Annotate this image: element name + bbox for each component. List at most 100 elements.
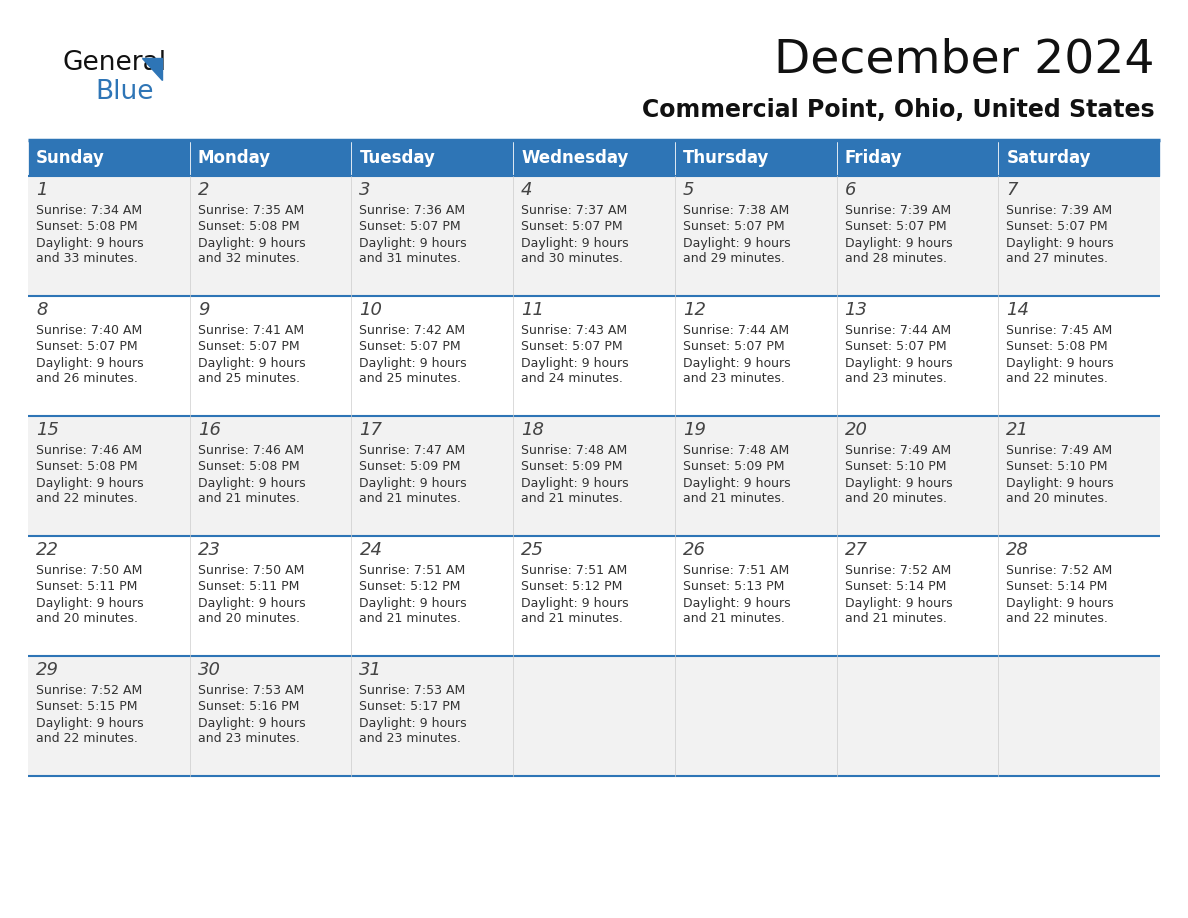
Text: 18: 18 xyxy=(522,421,544,439)
Text: 22: 22 xyxy=(36,541,59,559)
Text: Sunset: 5:07 PM: Sunset: 5:07 PM xyxy=(197,341,299,353)
Text: Sunrise: 7:52 AM: Sunrise: 7:52 AM xyxy=(1006,565,1112,577)
Text: Thursday: Thursday xyxy=(683,149,770,167)
Text: Sunset: 5:08 PM: Sunset: 5:08 PM xyxy=(197,461,299,474)
Text: Daylight: 9 hours: Daylight: 9 hours xyxy=(360,237,467,250)
Text: 29: 29 xyxy=(36,661,59,679)
Text: Sunrise: 7:38 AM: Sunrise: 7:38 AM xyxy=(683,205,789,218)
Text: Daylight: 9 hours: Daylight: 9 hours xyxy=(683,356,790,370)
Text: Sunrise: 7:51 AM: Sunrise: 7:51 AM xyxy=(683,565,789,577)
Text: and 27 minutes.: and 27 minutes. xyxy=(1006,252,1108,265)
Text: Daylight: 9 hours: Daylight: 9 hours xyxy=(36,237,144,250)
Text: 24: 24 xyxy=(360,541,383,559)
Text: Friday: Friday xyxy=(845,149,902,167)
Text: and 23 minutes.: and 23 minutes. xyxy=(197,733,299,745)
Text: Sunrise: 7:36 AM: Sunrise: 7:36 AM xyxy=(360,205,466,218)
Text: December 2024: December 2024 xyxy=(775,38,1155,83)
Text: 28: 28 xyxy=(1006,541,1029,559)
Text: Sunset: 5:08 PM: Sunset: 5:08 PM xyxy=(36,461,138,474)
Text: Sunrise: 7:47 AM: Sunrise: 7:47 AM xyxy=(360,444,466,457)
Text: Sunset: 5:11 PM: Sunset: 5:11 PM xyxy=(36,580,138,594)
Text: Sunset: 5:12 PM: Sunset: 5:12 PM xyxy=(522,580,623,594)
Text: Saturday: Saturday xyxy=(1006,149,1091,167)
Text: Sunrise: 7:49 AM: Sunrise: 7:49 AM xyxy=(1006,444,1112,457)
Text: Sunset: 5:07 PM: Sunset: 5:07 PM xyxy=(360,341,461,353)
Text: Sunset: 5:16 PM: Sunset: 5:16 PM xyxy=(197,700,299,713)
Text: Daylight: 9 hours: Daylight: 9 hours xyxy=(522,597,628,610)
Bar xyxy=(836,140,998,176)
Text: Sunset: 5:14 PM: Sunset: 5:14 PM xyxy=(1006,580,1107,594)
Text: Sunset: 5:10 PM: Sunset: 5:10 PM xyxy=(1006,461,1107,474)
Text: 3: 3 xyxy=(360,181,371,199)
Text: Sunrise: 7:40 AM: Sunrise: 7:40 AM xyxy=(36,324,143,338)
Text: and 21 minutes.: and 21 minutes. xyxy=(845,612,947,625)
Text: Daylight: 9 hours: Daylight: 9 hours xyxy=(360,476,467,489)
Text: Daylight: 9 hours: Daylight: 9 hours xyxy=(36,476,144,489)
Text: Sunrise: 7:51 AM: Sunrise: 7:51 AM xyxy=(522,565,627,577)
Text: Sunset: 5:07 PM: Sunset: 5:07 PM xyxy=(845,341,946,353)
Text: Sunrise: 7:48 AM: Sunrise: 7:48 AM xyxy=(522,444,627,457)
Text: and 22 minutes.: and 22 minutes. xyxy=(1006,373,1108,386)
Text: and 29 minutes.: and 29 minutes. xyxy=(683,252,785,265)
Text: and 28 minutes.: and 28 minutes. xyxy=(845,252,947,265)
Text: and 25 minutes.: and 25 minutes. xyxy=(360,373,461,386)
Text: Sunrise: 7:52 AM: Sunrise: 7:52 AM xyxy=(845,565,950,577)
Polygon shape xyxy=(143,58,162,80)
Bar xyxy=(29,536,1159,656)
Text: 7: 7 xyxy=(1006,181,1018,199)
Text: and 21 minutes.: and 21 minutes. xyxy=(683,492,785,506)
Text: Tuesday: Tuesday xyxy=(360,149,435,167)
Text: Sunrise: 7:46 AM: Sunrise: 7:46 AM xyxy=(197,444,304,457)
Text: 26: 26 xyxy=(683,541,706,559)
Text: Daylight: 9 hours: Daylight: 9 hours xyxy=(360,717,467,730)
Text: Daylight: 9 hours: Daylight: 9 hours xyxy=(683,237,790,250)
Text: Daylight: 9 hours: Daylight: 9 hours xyxy=(522,476,628,489)
Bar xyxy=(998,140,1159,176)
Text: Sunrise: 7:48 AM: Sunrise: 7:48 AM xyxy=(683,444,789,457)
Text: Sunrise: 7:45 AM: Sunrise: 7:45 AM xyxy=(1006,324,1112,338)
Text: Sunset: 5:07 PM: Sunset: 5:07 PM xyxy=(683,341,784,353)
Text: 15: 15 xyxy=(36,421,59,439)
Text: Sunrise: 7:46 AM: Sunrise: 7:46 AM xyxy=(36,444,143,457)
Text: and 22 minutes.: and 22 minutes. xyxy=(36,492,138,506)
Bar xyxy=(352,140,513,176)
Text: and 23 minutes.: and 23 minutes. xyxy=(683,373,785,386)
Text: 12: 12 xyxy=(683,301,706,319)
Text: Daylight: 9 hours: Daylight: 9 hours xyxy=(683,476,790,489)
Text: Sunset: 5:07 PM: Sunset: 5:07 PM xyxy=(845,220,946,233)
Text: and 21 minutes.: and 21 minutes. xyxy=(360,492,461,506)
Text: Sunrise: 7:35 AM: Sunrise: 7:35 AM xyxy=(197,205,304,218)
Bar xyxy=(29,296,1159,416)
Text: Sunset: 5:08 PM: Sunset: 5:08 PM xyxy=(36,220,138,233)
Text: Sunset: 5:11 PM: Sunset: 5:11 PM xyxy=(197,580,299,594)
Text: 11: 11 xyxy=(522,301,544,319)
Text: Sunset: 5:07 PM: Sunset: 5:07 PM xyxy=(522,220,623,233)
Text: Daylight: 9 hours: Daylight: 9 hours xyxy=(36,356,144,370)
Text: and 33 minutes.: and 33 minutes. xyxy=(36,252,138,265)
Text: 25: 25 xyxy=(522,541,544,559)
Text: Sunrise: 7:39 AM: Sunrise: 7:39 AM xyxy=(1006,205,1112,218)
Text: Daylight: 9 hours: Daylight: 9 hours xyxy=(522,356,628,370)
Bar xyxy=(675,140,836,176)
Text: Sunrise: 7:37 AM: Sunrise: 7:37 AM xyxy=(522,205,627,218)
Text: Sunset: 5:14 PM: Sunset: 5:14 PM xyxy=(845,580,946,594)
Text: Daylight: 9 hours: Daylight: 9 hours xyxy=(36,597,144,610)
Text: 23: 23 xyxy=(197,541,221,559)
Text: and 21 minutes.: and 21 minutes. xyxy=(522,612,623,625)
Text: Wednesday: Wednesday xyxy=(522,149,628,167)
Text: 31: 31 xyxy=(360,661,383,679)
Text: 9: 9 xyxy=(197,301,209,319)
Text: and 32 minutes.: and 32 minutes. xyxy=(197,252,299,265)
Text: Sunset: 5:13 PM: Sunset: 5:13 PM xyxy=(683,580,784,594)
Text: and 20 minutes.: and 20 minutes. xyxy=(197,612,299,625)
Text: Sunset: 5:09 PM: Sunset: 5:09 PM xyxy=(360,461,461,474)
Text: Sunset: 5:08 PM: Sunset: 5:08 PM xyxy=(197,220,299,233)
Text: and 30 minutes.: and 30 minutes. xyxy=(522,252,624,265)
Text: Sunset: 5:17 PM: Sunset: 5:17 PM xyxy=(360,700,461,713)
Bar xyxy=(29,656,1159,776)
Text: 6: 6 xyxy=(845,181,857,199)
Text: Daylight: 9 hours: Daylight: 9 hours xyxy=(845,237,953,250)
Text: Sunrise: 7:44 AM: Sunrise: 7:44 AM xyxy=(683,324,789,338)
Text: Daylight: 9 hours: Daylight: 9 hours xyxy=(1006,356,1114,370)
Text: Daylight: 9 hours: Daylight: 9 hours xyxy=(197,356,305,370)
